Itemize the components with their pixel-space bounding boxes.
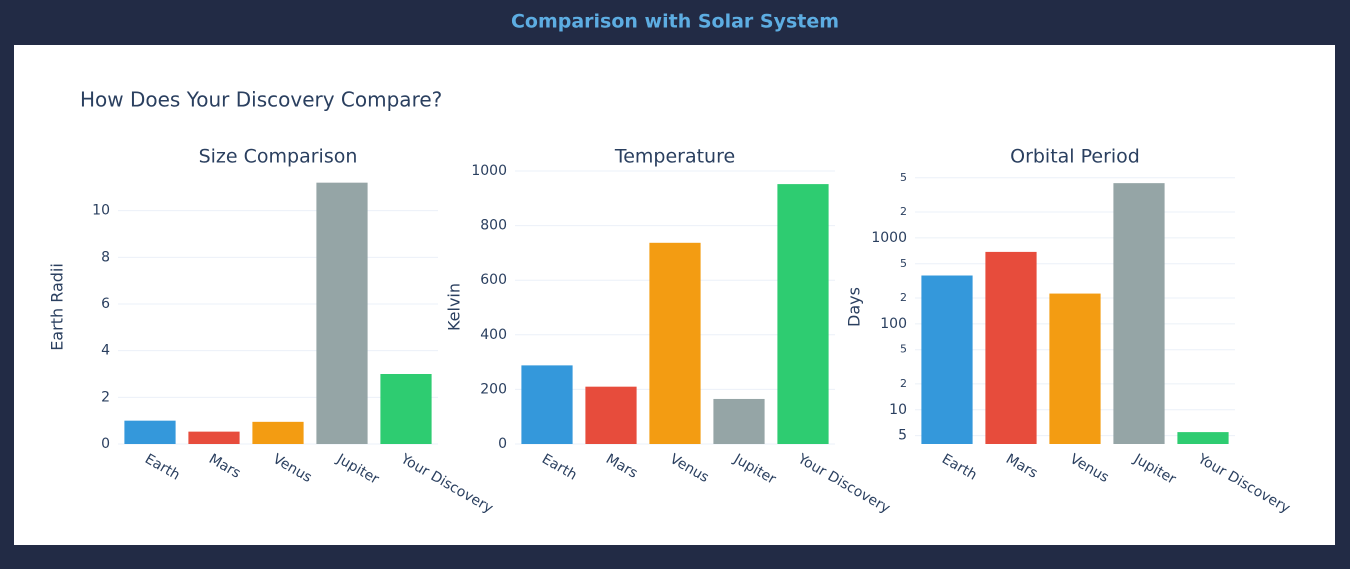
y-tick-label: 1000: [471, 163, 507, 179]
y-tick-label: 2: [900, 205, 907, 218]
bar: [1177, 432, 1229, 444]
subplot-title: Orbital Period: [1010, 146, 1140, 168]
y-tick-label: 5: [900, 343, 907, 356]
header-title: Comparison with Solar System: [511, 11, 839, 33]
bar: [188, 431, 240, 444]
bar: [380, 374, 432, 444]
bar: [713, 398, 765, 444]
y-tick-label: 0: [101, 436, 110, 452]
y-tick-label: 10: [92, 203, 110, 219]
y-tick-label: 1000: [871, 230, 907, 246]
bar: [1113, 183, 1165, 445]
y-tick-label: 800: [480, 218, 507, 234]
bar: [649, 242, 701, 444]
y-tick-label: 5: [898, 428, 907, 444]
y-tick-label: 0: [498, 436, 507, 452]
bar: [1049, 293, 1101, 444]
y-tick-label: 5: [900, 257, 907, 270]
bar: [252, 421, 304, 444]
bar: [921, 275, 973, 444]
y-axis-title: Kelvin: [445, 283, 464, 331]
y-axis-title: Days: [845, 287, 864, 327]
y-tick-label: 200: [480, 381, 507, 397]
y-axis-title: Earth Radii: [48, 263, 67, 351]
y-tick-label: 2: [900, 377, 907, 390]
bar: [585, 386, 637, 444]
y-tick-label: 2: [101, 389, 110, 405]
y-tick-label: 600: [480, 272, 507, 288]
y-tick-label: 6: [101, 296, 110, 312]
y-tick-label: 4: [101, 343, 110, 359]
figure-title: How Does Your Discovery Compare?: [80, 88, 442, 112]
y-tick-label: 5: [900, 171, 907, 184]
bar: [124, 420, 176, 444]
subplot-title: Size Comparison: [199, 146, 358, 168]
bar: [777, 184, 829, 444]
subplot-title: Temperature: [614, 146, 735, 168]
bar: [985, 251, 1037, 444]
y-tick-label: 400: [480, 327, 507, 343]
y-tick-label: 10: [889, 402, 907, 418]
bar: [316, 182, 368, 444]
bar: [521, 365, 573, 444]
y-tick-label: 8: [101, 249, 110, 265]
y-tick-label: 2: [900, 291, 907, 304]
y-tick-label: 100: [880, 316, 907, 332]
